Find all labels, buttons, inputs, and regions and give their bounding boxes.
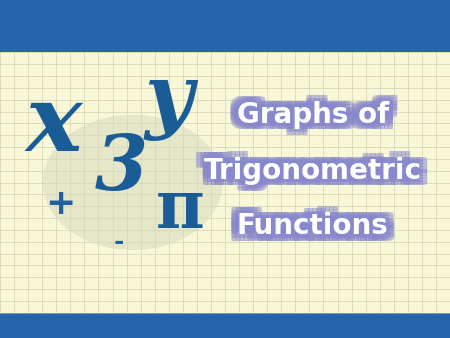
Text: Graphs of: Graphs of (245, 104, 397, 132)
Text: Functions: Functions (245, 210, 397, 237)
Text: x: x (26, 80, 82, 170)
Text: Functions: Functions (233, 219, 385, 246)
Text: Functions: Functions (241, 216, 393, 243)
Text: -: - (114, 230, 125, 254)
Text: Trigonometric: Trigonometric (208, 160, 426, 188)
Text: Trigonometric: Trigonometric (208, 151, 426, 178)
Text: Trigonometric: Trigonometric (196, 163, 414, 191)
Text: Graphs of: Graphs of (229, 107, 381, 135)
Text: Graphs of: Graphs of (237, 101, 389, 129)
Text: Functions: Functions (241, 213, 393, 240)
Text: Functions: Functions (237, 213, 389, 240)
Text: Graphs of: Graphs of (229, 101, 381, 129)
Text: Functions: Functions (237, 216, 389, 243)
Text: Trigonometric: Trigonometric (212, 157, 430, 185)
Text: Graphs of: Graphs of (241, 98, 393, 126)
Text: Trigonometric: Trigonometric (212, 160, 430, 188)
Text: Trigonometric: Trigonometric (212, 163, 430, 191)
Text: Trigonometric: Trigonometric (208, 163, 426, 191)
Text: π: π (156, 177, 204, 242)
Text: Functions: Functions (233, 216, 385, 243)
Text: 3: 3 (95, 132, 148, 206)
Text: y: y (144, 62, 193, 141)
Text: Graphs of: Graphs of (233, 95, 385, 123)
Text: Functions: Functions (237, 207, 389, 234)
Bar (0, 52, 450, 313)
Text: Functions: Functions (241, 219, 393, 246)
Text: Functions: Functions (237, 210, 389, 237)
Text: Trigonometric: Trigonometric (212, 154, 430, 182)
Text: Graphs of: Graphs of (237, 98, 389, 126)
Text: Trigonometric: Trigonometric (204, 154, 422, 182)
Text: Graphs of: Graphs of (233, 104, 385, 132)
Text: Graphs of: Graphs of (237, 95, 389, 123)
Text: Functions: Functions (229, 210, 381, 237)
Text: Graphs of: Graphs of (237, 104, 389, 132)
Text: Trigonometric: Trigonometric (196, 157, 414, 185)
Text: Functions: Functions (233, 213, 385, 240)
Text: Trigonometric: Trigonometric (200, 157, 418, 185)
Text: Graphs of: Graphs of (237, 107, 389, 135)
Text: Graphs of: Graphs of (245, 101, 397, 129)
Text: Functions: Functions (241, 210, 393, 237)
Text: Graphs of: Graphs of (229, 98, 381, 126)
Text: Graphs of: Graphs of (241, 104, 393, 132)
Text: Graphs of: Graphs of (241, 95, 393, 123)
Circle shape (43, 115, 223, 250)
Text: Trigonometric: Trigonometric (200, 151, 418, 178)
Text: Functions: Functions (229, 213, 381, 240)
Text: Trigonometric: Trigonometric (208, 157, 426, 185)
Text: Trigonometric: Trigonometric (204, 160, 422, 188)
Text: Trigonometric: Trigonometric (196, 151, 414, 178)
Text: Trigonometric: Trigonometric (208, 154, 426, 182)
Text: Functions: Functions (237, 219, 389, 246)
Text: Trigonometric: Trigonometric (196, 154, 414, 182)
Text: Functions: Functions (245, 207, 397, 234)
Text: Graphs of: Graphs of (245, 95, 397, 123)
Text: Functions: Functions (245, 216, 397, 243)
Text: Graphs of: Graphs of (233, 107, 385, 135)
Text: Trigonometric: Trigonometric (196, 160, 414, 188)
Text: Trigonometric: Trigonometric (204, 151, 422, 178)
Text: Trigonometric: Trigonometric (200, 160, 418, 188)
Text: Graphs of: Graphs of (245, 98, 397, 126)
Text: Functions: Functions (233, 210, 385, 237)
Text: Functions: Functions (233, 207, 385, 234)
Text: Graphs of: Graphs of (229, 104, 381, 132)
Text: Functions: Functions (229, 207, 381, 234)
Text: Graphs of: Graphs of (241, 107, 393, 135)
Text: Trigonometric: Trigonometric (204, 157, 422, 185)
Text: Functions: Functions (245, 219, 397, 246)
Text: Trigonometric: Trigonometric (204, 163, 422, 191)
Text: Functions: Functions (229, 219, 381, 246)
Text: Trigonometric: Trigonometric (212, 151, 430, 178)
Text: Functions: Functions (241, 207, 393, 234)
Text: Graphs of: Graphs of (233, 101, 385, 129)
Text: Functions: Functions (245, 213, 397, 240)
Text: Graphs of: Graphs of (241, 101, 393, 129)
Text: Graphs of: Graphs of (245, 107, 397, 135)
Text: Trigonometric: Trigonometric (200, 154, 418, 182)
Text: Graphs of: Graphs of (229, 95, 381, 123)
Text: Functions: Functions (229, 216, 381, 243)
Text: Graphs of: Graphs of (233, 98, 385, 126)
Text: +: + (45, 188, 76, 221)
Text: Trigonometric: Trigonometric (200, 163, 418, 191)
